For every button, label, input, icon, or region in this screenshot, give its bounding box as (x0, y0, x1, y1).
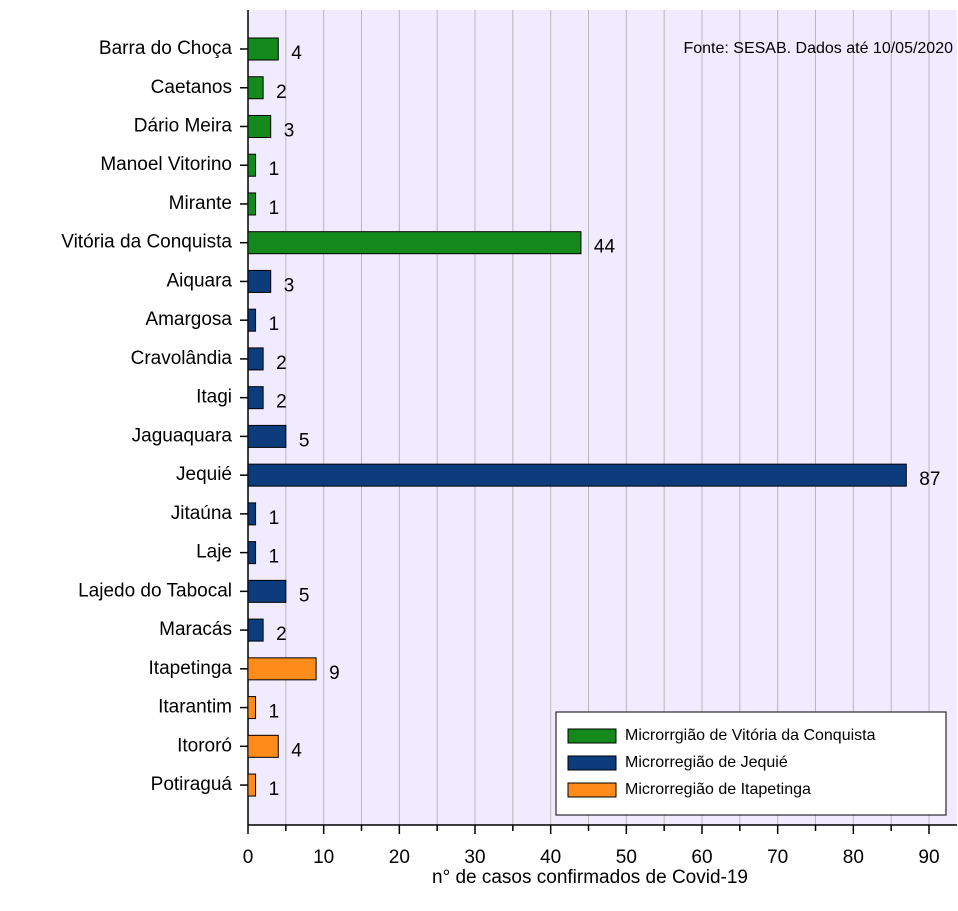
x-tick-label: 20 (389, 847, 410, 868)
x-tick-label: 30 (464, 847, 485, 868)
value-label: 87 (919, 469, 940, 490)
bar (247, 76, 264, 100)
legend-swatch (567, 782, 617, 798)
bar (247, 734, 279, 758)
value-label: 1 (269, 198, 280, 219)
y-tick-label: Maracás (159, 619, 232, 640)
y-tick-label: Lajedo do Tabocal (78, 580, 232, 601)
value-label: 5 (299, 585, 310, 606)
bar (247, 308, 257, 332)
x-tick-label: 50 (616, 847, 637, 868)
value-label: 1 (269, 508, 280, 529)
bar (247, 231, 582, 255)
value-label: 3 (284, 120, 295, 141)
y-tick-label: Caetanos (151, 77, 232, 98)
value-label: 2 (276, 82, 287, 103)
bar (247, 657, 317, 681)
y-tick-label: Laje (196, 542, 232, 563)
value-label: 3 (284, 275, 295, 296)
value-label: 4 (291, 740, 302, 761)
value-label: 1 (269, 314, 280, 335)
y-tick-label: Itarantim (158, 697, 232, 718)
y-tick-label: Dário Meira (134, 115, 233, 136)
legend-label: Microrregião de Itapetinga (625, 781, 811, 798)
legend-box (555, 711, 947, 816)
plot-background (248, 10, 957, 825)
y-tick-label: Itapetinga (149, 658, 233, 679)
y-tick-label: Itororó (177, 735, 232, 756)
x-tick-label: 60 (691, 847, 712, 868)
legend-label: Microrregião de Jequié (625, 754, 788, 771)
legend-swatch (567, 755, 617, 771)
x-tick-label: 70 (767, 847, 788, 868)
value-label: 5 (299, 430, 310, 451)
y-tick-label: Jitaúna (171, 503, 233, 524)
bar (247, 773, 257, 797)
bar (247, 192, 257, 216)
y-tick-label: Jequié (176, 464, 232, 485)
value-label: 2 (276, 353, 287, 374)
x-axis-label: n° de casos confirmados de Covid-19 (432, 867, 748, 888)
y-tick-label: Jaguaquara (132, 425, 233, 446)
annotation: Fonte: SESAB. Dados até 10/05/2020 (683, 40, 953, 57)
y-tick-label: Manoel Vitorino (100, 154, 232, 175)
y-tick-label: Barra do Choça (99, 38, 233, 59)
x-tick-label: 0 (243, 847, 254, 868)
value-label: 1 (269, 547, 280, 568)
y-tick-label: Itagi (196, 387, 232, 408)
y-tick-label: Vitória da Conquista (61, 232, 232, 253)
bar (247, 696, 257, 720)
value-label: 4 (291, 43, 302, 64)
bar (247, 114, 272, 138)
y-tick-label: Aiquara (167, 270, 233, 291)
bar (247, 37, 279, 61)
value-label: 1 (269, 159, 280, 180)
legend-swatch (567, 728, 617, 744)
x-tick-label: 10 (313, 847, 334, 868)
bar (247, 424, 287, 448)
x-tick-label: 40 (540, 847, 561, 868)
y-tick-label: Cravolândia (131, 348, 233, 369)
bar (247, 541, 257, 565)
y-tick-label: Potiraguá (151, 774, 233, 795)
bar (247, 618, 264, 642)
value-label: 9 (329, 663, 340, 684)
bar (247, 269, 272, 293)
bar (247, 386, 264, 410)
value-label: 1 (269, 702, 280, 723)
x-tick-label: 80 (843, 847, 864, 868)
y-tick-label: Mirante (169, 193, 232, 214)
value-label: 44 (594, 237, 616, 258)
bar (247, 502, 257, 526)
value-label: 2 (276, 392, 287, 413)
y-tick-label: Amargosa (145, 309, 232, 330)
value-label: 1 (269, 779, 280, 800)
bar (247, 347, 264, 371)
legend-label: Microrrgião de Vitória da Conquista (625, 727, 876, 744)
x-tick-label: 90 (918, 847, 939, 868)
bar (247, 153, 257, 177)
bar (247, 579, 287, 603)
value-label: 2 (276, 624, 287, 645)
bar (247, 463, 907, 487)
